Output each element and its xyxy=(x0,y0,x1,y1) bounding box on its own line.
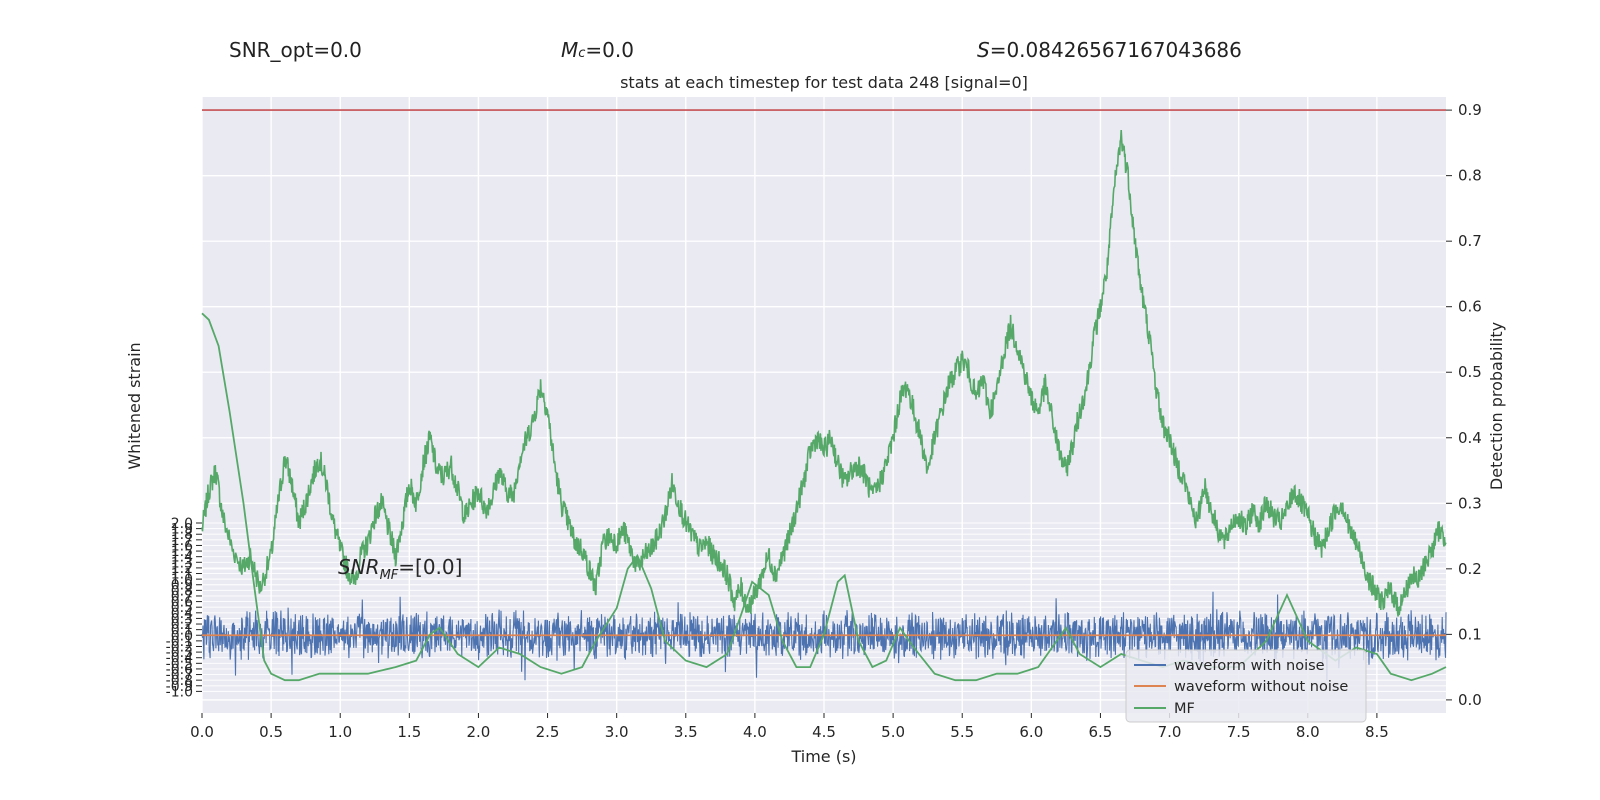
left-tick-label: -0.8 xyxy=(166,673,193,689)
x-tick-label: 7.0 xyxy=(1158,723,1182,741)
x-tick-label: 3.0 xyxy=(605,723,629,741)
snr-mf-sub: MF xyxy=(380,568,399,583)
left-tick-label: 1.8 xyxy=(171,527,193,543)
left-tick-label: 0.4 xyxy=(171,606,193,622)
series-detection-probability xyxy=(201,129,1447,617)
left-tick-label: 0.2 xyxy=(171,617,193,633)
legend-label-mf: MF xyxy=(1174,701,1195,717)
chirp-mass-value: =0.0 xyxy=(585,38,634,62)
right-axis-ticks: 0.0 0.1 0.2 0.3 0.4 0.5 0.6 0.7 0.8 0.9 xyxy=(1446,101,1482,709)
left-axis-ticks: -1.0-0.9-0.8-0.7-0.6-0.5-0.4-0.3-0.2-0.1… xyxy=(166,516,202,700)
noise-waveform-path xyxy=(201,591,1447,681)
x-tick-label: 4.0 xyxy=(743,723,767,741)
right-tick-label: 0.2 xyxy=(1458,560,1482,578)
left-tick-label: -0.2 xyxy=(166,639,193,655)
series-waveform-with-noise xyxy=(201,591,1447,681)
snr-opt-label: SNR_opt=0.0 xyxy=(229,38,362,62)
x-tick-label: 4.5 xyxy=(812,723,836,741)
left-tick-label: 1.4 xyxy=(171,550,193,566)
x-axis-ticks: 0.0 0.5 1.0 1.5 2.0 2.5 3.0 3.5 4.0 4.5 5.0 5.5 6.0 6… xyxy=(190,713,1389,741)
right-tick-label: 0.6 xyxy=(1458,298,1482,316)
x-tick-label: 5.5 xyxy=(950,723,974,741)
left-tick-label: 0.8 xyxy=(171,583,193,599)
chirp-mass-label: Mc=0.0 xyxy=(561,38,634,62)
chirp-mass-var: M xyxy=(561,38,579,62)
left-tick-label: 0.5 xyxy=(171,600,193,616)
legend-box xyxy=(1125,649,1367,723)
x-tick-label: 0.0 xyxy=(190,723,214,741)
x-tick-label: 1.5 xyxy=(397,723,421,741)
left-axis-label: Whitened strain xyxy=(125,342,144,469)
left-tick-label: 1.5 xyxy=(171,544,193,560)
right-tick-label: 0.1 xyxy=(1458,625,1482,643)
left-tick-label: 1.7 xyxy=(171,533,193,549)
left-tick-label: -0.7 xyxy=(166,668,193,684)
left-tick-label: 1.6 xyxy=(171,538,193,554)
snr-mf-value: =[0.0] xyxy=(398,555,462,579)
right-tick-label: 0.7 xyxy=(1458,232,1482,250)
x-tick-label: 7.5 xyxy=(1227,723,1251,741)
left-tick-label: 0.1 xyxy=(171,623,193,639)
s-stat-value: =0.08426567167043686 xyxy=(989,38,1242,62)
left-tick-label: 0.7 xyxy=(171,589,193,605)
snr-mf-annotation: SNRMF=[0.0] xyxy=(338,555,462,583)
x-tick-label: 2.0 xyxy=(467,723,491,741)
right-axis-label: Detection probability xyxy=(1487,322,1506,490)
left-tick-label: -0.6 xyxy=(166,662,193,678)
x-tick-label: 5.0 xyxy=(881,723,905,741)
x-axis-label: Time (s) xyxy=(790,747,856,766)
s-stat-var: S xyxy=(977,38,990,62)
right-tick-label: 0.4 xyxy=(1458,429,1482,447)
x-tick-label: 0.5 xyxy=(259,723,283,741)
left-tick-label: -1.0 xyxy=(166,684,193,700)
x-tick-label: 2.5 xyxy=(536,723,560,741)
left-tick-label: -0.9 xyxy=(166,679,193,695)
x-tick-label: 6.0 xyxy=(1019,723,1043,741)
left-tick-label: 1.1 xyxy=(171,567,193,583)
snr-mf-var: SNR xyxy=(338,555,380,579)
left-tick-label: -0.4 xyxy=(166,651,193,667)
left-tick-label: -0.3 xyxy=(166,645,193,661)
right-tick-label: 0.0 xyxy=(1458,691,1482,709)
left-tick-label: 0.9 xyxy=(171,578,193,594)
x-tick-label: 8.0 xyxy=(1296,723,1320,741)
right-tick-label: 0.3 xyxy=(1458,494,1482,512)
left-tick-label: 0.6 xyxy=(171,595,193,611)
x-tick-label: 6.5 xyxy=(1089,723,1113,741)
chart-title: stats at each timestep for test data 248… xyxy=(620,73,1028,92)
left-tick-label: -0.1 xyxy=(166,634,193,650)
right-tick-label: 0.9 xyxy=(1458,101,1482,119)
legend: waveform with noise waveform without noi… xyxy=(1125,649,1367,723)
left-tick-label: 0.0 xyxy=(171,628,193,644)
left-tick-label: 0.3 xyxy=(171,611,193,627)
left-tick-label: 1.3 xyxy=(171,555,193,571)
left-tick-label: 2.0 xyxy=(171,516,193,532)
left-tick-label: 1.0 xyxy=(171,572,193,588)
legend-label-noise: waveform with noise xyxy=(1174,658,1325,674)
right-tick-label: 0.5 xyxy=(1458,363,1482,381)
s-stat-label: S=0.08426567167043686 xyxy=(977,38,1242,62)
x-tick-label: 3.5 xyxy=(674,723,698,741)
left-tick-label: 1.9 xyxy=(171,522,193,538)
x-tick-label: 1.0 xyxy=(328,723,352,741)
right-tick-label: 0.8 xyxy=(1458,167,1482,185)
chirp-mass-sub: c xyxy=(578,46,586,61)
legend-label-clean: waveform without noise xyxy=(1174,679,1348,695)
left-tick-label: -0.5 xyxy=(166,656,193,672)
x-tick-label: 8.5 xyxy=(1365,723,1389,741)
left-tick-label: 1.2 xyxy=(171,561,193,577)
